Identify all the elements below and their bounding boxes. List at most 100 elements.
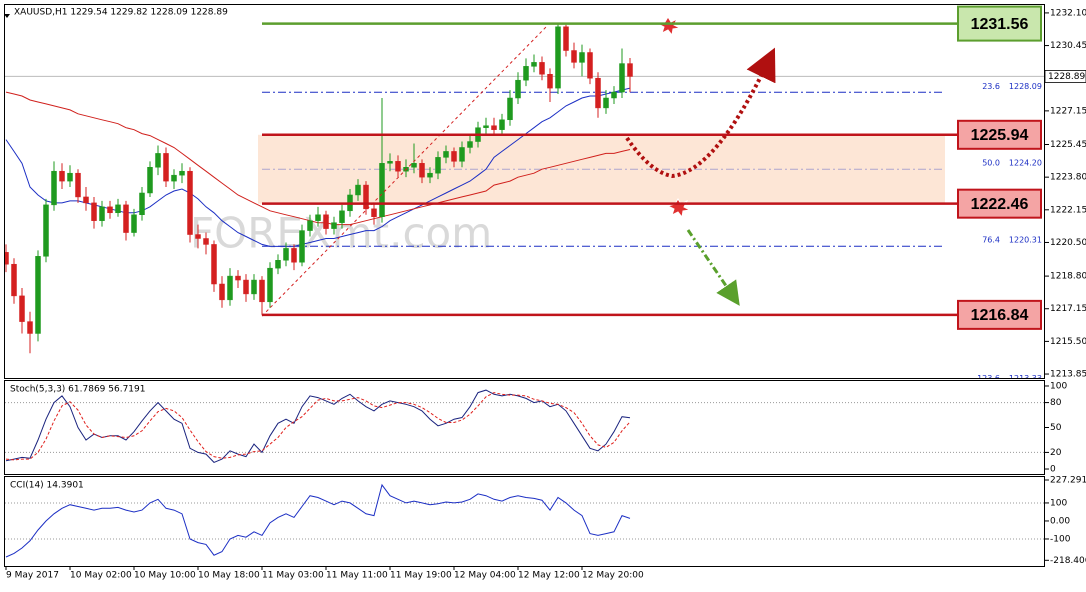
x-tick-label: 10 May 18:00 bbox=[198, 571, 260, 581]
stoch-frame bbox=[4, 380, 1045, 475]
candle-body bbox=[435, 157, 441, 174]
candle-body bbox=[427, 172, 433, 178]
y-tick-label: 1218.80 bbox=[1050, 272, 1086, 282]
fib-ratio: 123.6 bbox=[977, 374, 1000, 383]
candle-body bbox=[283, 248, 289, 261]
candle-body bbox=[315, 214, 321, 221]
bearish-arrow bbox=[686, 229, 740, 306]
candle-body bbox=[43, 204, 49, 257]
fib-ratio: 50.0 bbox=[982, 159, 1000, 168]
candle-body bbox=[275, 260, 281, 269]
fib-price: 1220.31 bbox=[1009, 236, 1042, 245]
y-tick-label: 20 bbox=[1050, 448, 1062, 458]
candle-body bbox=[523, 66, 529, 81]
candle-body bbox=[35, 256, 41, 334]
candle-body bbox=[411, 163, 417, 168]
candle-body bbox=[619, 63, 625, 93]
candle-body bbox=[99, 206, 105, 221]
candle-body bbox=[227, 275, 233, 301]
candle-body bbox=[267, 267, 273, 303]
candle-body bbox=[451, 151, 457, 162]
indicator-line bbox=[5, 483, 631, 558]
candle-body bbox=[547, 74, 553, 89]
fib-trendline bbox=[261, 24, 549, 317]
x-tick-label: 11 May 11:00 bbox=[326, 571, 388, 581]
x-tick-label: 12 May 04:00 bbox=[454, 571, 516, 581]
x-tick-label: 12 May 12:00 bbox=[518, 571, 580, 581]
stoch-title: Stoch(5,3,3) 61.7869 56.7191 bbox=[10, 385, 145, 395]
candle-body bbox=[251, 279, 257, 295]
candle-body bbox=[419, 163, 425, 178]
candle-body bbox=[499, 119, 505, 130]
candle-body bbox=[467, 141, 473, 148]
level-box bbox=[957, 188, 1042, 219]
level-label: 1225.94 bbox=[971, 127, 1029, 144]
candle-body bbox=[611, 91, 617, 99]
fib-ratio: 23.6 bbox=[982, 82, 1000, 91]
level-label: 1231.56 bbox=[971, 16, 1029, 33]
price-frame bbox=[4, 4, 1045, 379]
candle-body bbox=[51, 170, 57, 206]
candle-body bbox=[67, 172, 73, 182]
candle-body bbox=[259, 279, 265, 303]
y-tick-label: 1215.50 bbox=[1050, 337, 1086, 347]
candle-body bbox=[603, 97, 609, 109]
x-tick-label: 10 May 02:00 bbox=[70, 571, 132, 581]
candle-body bbox=[627, 63, 633, 77]
menu-arrow bbox=[4, 14, 10, 18]
candle-body bbox=[195, 234, 201, 239]
y-tick-label: 1222.15 bbox=[1050, 205, 1086, 215]
indicator-line bbox=[5, 389, 631, 463]
candle-body bbox=[395, 161, 401, 172]
candle-body bbox=[187, 170, 193, 235]
candle-body bbox=[491, 125, 497, 130]
y-tick-label: 1223.80 bbox=[1050, 173, 1086, 183]
level-box bbox=[957, 5, 1042, 42]
candle-body bbox=[331, 222, 337, 229]
candle-body bbox=[339, 210, 345, 223]
candle-body bbox=[83, 196, 89, 204]
candle-body bbox=[59, 170, 65, 182]
annotations: 1231.56 1225.94 1222.46 1216.84 bbox=[261, 5, 1042, 330]
candle-body bbox=[515, 79, 521, 99]
y-tick-label: 1220.50 bbox=[1050, 238, 1086, 248]
candle-body bbox=[387, 161, 393, 164]
y-tick-label: 227.2918 bbox=[1050, 476, 1086, 486]
candle-body bbox=[363, 184, 369, 210]
candle-body bbox=[355, 184, 361, 196]
candle-body bbox=[5, 252, 9, 265]
current-price-box bbox=[1044, 70, 1086, 83]
candle-body bbox=[571, 50, 577, 63]
y-tick-label: 100 bbox=[1050, 498, 1067, 508]
candle-body bbox=[171, 174, 177, 182]
y-tick-label: -218.4066 bbox=[1050, 556, 1086, 566]
candle-body bbox=[379, 163, 385, 217]
level-label: 1216.84 bbox=[971, 307, 1029, 324]
candle-body bbox=[139, 192, 145, 216]
candle-body bbox=[243, 279, 249, 295]
candle-body bbox=[147, 167, 153, 194]
candle-body bbox=[115, 204, 121, 214]
candle-body bbox=[163, 153, 169, 182]
candle-body bbox=[587, 52, 593, 79]
level-box bbox=[957, 299, 1042, 330]
candle-body bbox=[131, 214, 137, 233]
candle-body bbox=[235, 275, 241, 281]
candle-body bbox=[507, 97, 513, 121]
candle-body bbox=[107, 206, 113, 214]
indicator-line bbox=[5, 392, 631, 461]
candle-body bbox=[203, 238, 209, 245]
candle-body bbox=[323, 214, 329, 229]
candle-body bbox=[539, 62, 545, 75]
x-tick-label: 12 May 20:00 bbox=[582, 571, 644, 581]
y-tick-label: -100 bbox=[1050, 534, 1071, 544]
y-tick-label: 80 bbox=[1050, 398, 1062, 408]
y-tick-label: 1232.10 bbox=[1050, 8, 1086, 18]
current-price-label: 1228.89 bbox=[1048, 72, 1085, 82]
level-label: 1222.46 bbox=[971, 196, 1029, 213]
candle-body bbox=[219, 283, 225, 301]
y-tick-label: 1230.45 bbox=[1050, 41, 1086, 51]
